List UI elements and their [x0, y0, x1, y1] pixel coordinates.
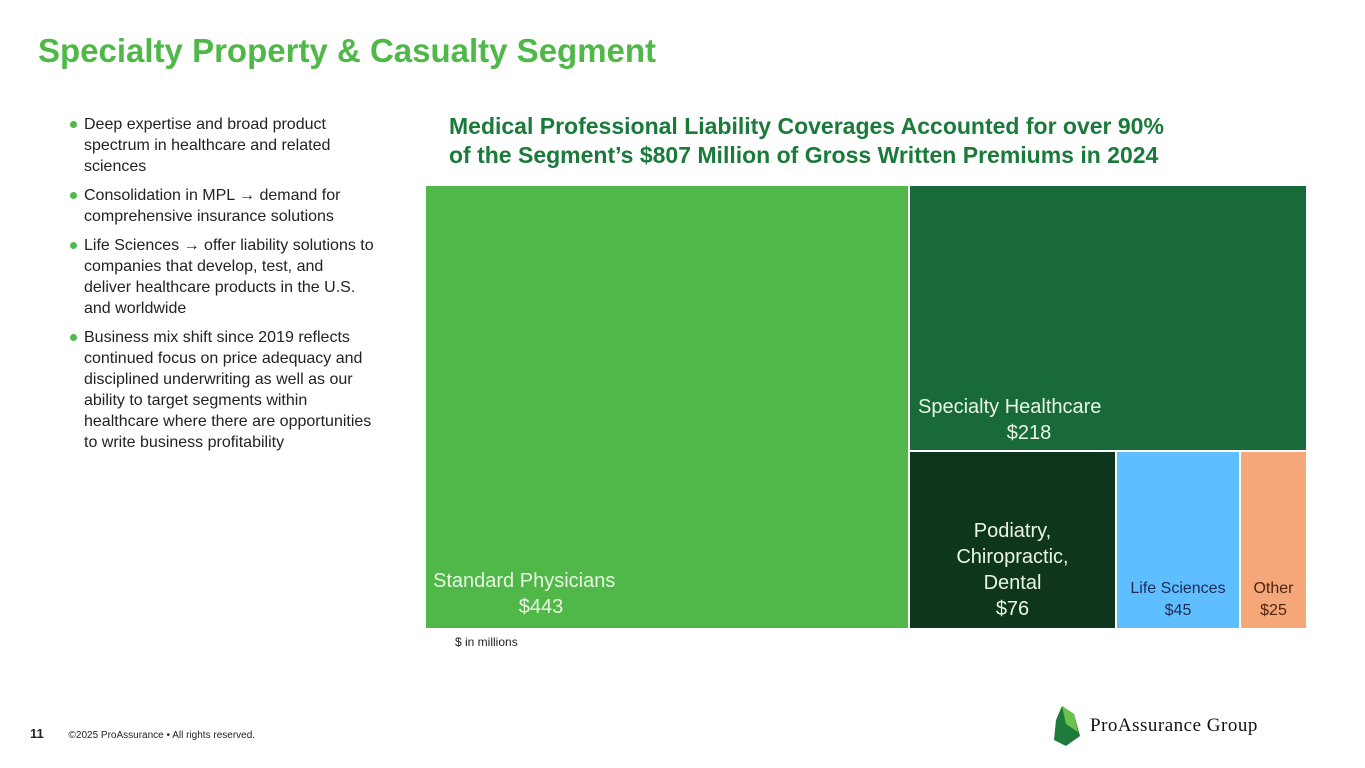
copyright: ©2025 ProAssurance • All rights reserved… [68, 730, 256, 741]
treemap: Standard Physicians $443 Specialty Healt… [425, 185, 1307, 629]
cell-value: $45 [1164, 602, 1192, 619]
cell-name: Specialty Healthcare [918, 396, 1102, 418]
logo-text: ProAssurance Group [1090, 715, 1258, 736]
slide-title: Specialty Property & Casualty Segment [38, 32, 657, 69]
treemap-cell-other: Other $25 [1240, 451, 1307, 629]
chart-title: Medical Professional Liability Coverages… [449, 112, 1269, 170]
footer: 11 ©2025 ProAssurance • All rights reser… [30, 726, 255, 741]
cell-value: $218 [1006, 422, 1052, 444]
bullet-list: Deep expertise and broad product spectru… [70, 114, 374, 461]
company-logo: ProAssurance Group [1052, 706, 1258, 746]
cell-name: Podiatry, Chiropractic, Dental [956, 520, 1069, 594]
cell-name: Standard Physicians [433, 570, 616, 592]
treemap-cell-specialty-healthcare: Specialty Healthcare $218 [909, 185, 1307, 451]
cell-name: Other [1253, 580, 1294, 597]
bullet-item: Business mix shift since 2019 reflects c… [70, 327, 374, 453]
treemap-cell-podiatry: Podiatry, Chiropractic, Dental $76 [909, 451, 1116, 629]
chart-title-line: Medical Professional Liability Coverages… [449, 113, 1164, 139]
page-number: 11 [30, 726, 44, 741]
bullet-item: Life Sciences → offer liability solution… [70, 237, 374, 317]
cell-value: $25 [1260, 602, 1287, 619]
logo-leaf-icon [1054, 706, 1080, 746]
treemap-cell-life-sciences: Life Sciences $45 [1116, 451, 1240, 629]
cell-value: $443 [518, 596, 564, 618]
unit-note: $ in millions [455, 635, 518, 649]
bullet-item: Deep expertise and broad product spectru… [70, 114, 374, 177]
cell-value: $76 [995, 598, 1030, 620]
chart-title-line: of the Segment’s $807 Million of Gross W… [449, 142, 1159, 168]
treemap-cell-standard-physicians: Standard Physicians $443 [425, 185, 909, 629]
cell-name: Life Sciences [1130, 580, 1226, 597]
bullet-item: Consolidation in MPL → demand for compre… [70, 185, 374, 227]
